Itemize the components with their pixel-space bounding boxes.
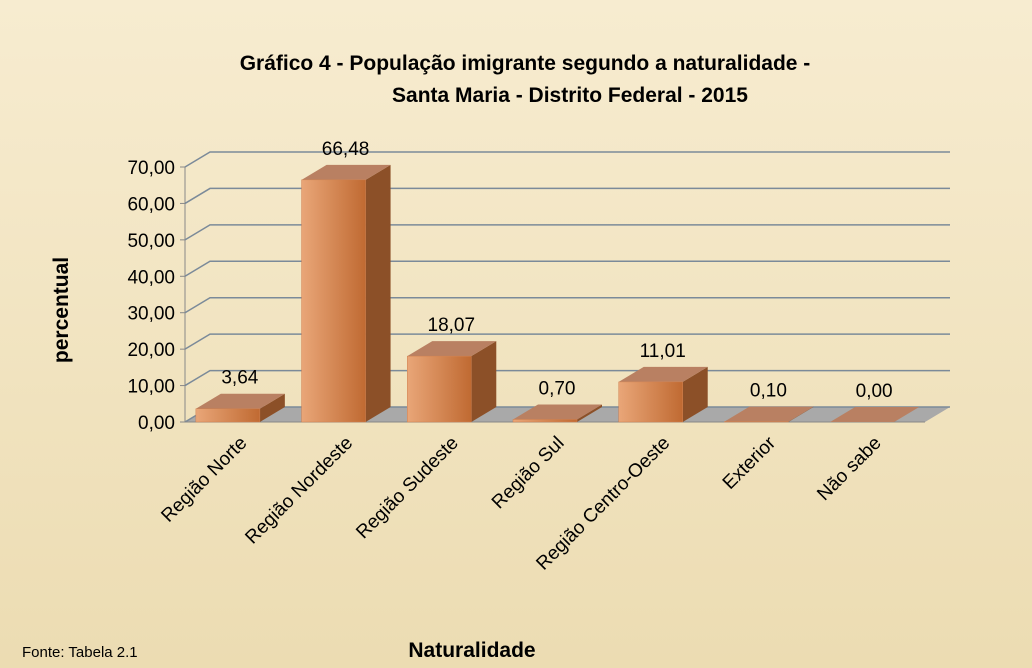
bar-side [682,366,708,422]
chart-title: Santa Maria - Distrito Federal - 2015 [392,84,748,107]
y-tick-label: 60,00 [127,194,175,215]
data-label: 0,10 [750,381,787,402]
data-label: 3,64 [221,368,258,389]
data-label: 11,01 [640,341,686,362]
data-label: 66,48 [322,139,370,160]
bar [301,179,366,423]
y-tick-label: 30,00 [127,304,175,325]
y-axis-label: percentual [50,257,73,363]
bar-top [195,393,285,409]
bar-top [301,164,391,180]
bar-side [471,341,497,422]
bar [407,355,472,423]
grid-line [184,187,950,205]
data-label: 18,07 [428,315,476,336]
x-axis-label: Naturalidade [408,639,535,662]
data-label: 0,00 [856,381,893,402]
bar-top [513,404,602,420]
y-tick-label: 10,00 [127,377,175,398]
grid-line [184,151,950,168]
bar-side [259,393,285,422]
bar-side [365,164,391,422]
bar [195,408,261,423]
grid-line [184,224,950,241]
bar-top [830,407,920,422]
bar-top [618,366,708,382]
y-tick-label: 40,00 [127,267,175,288]
note: Fonte: Tabela 2.1 [22,644,138,661]
bar-side [788,406,814,422]
bar [618,381,683,423]
bar-top [407,341,497,357]
bar [512,419,578,423]
y-tick-label: 0,00 [138,413,175,434]
bar-side [577,404,602,422]
y-tick-label: 70,00 [127,158,175,179]
grid-line [184,296,950,314]
bar-top [724,406,814,422]
data-label: 0,70 [539,378,576,399]
grid-line [184,260,950,277]
y-tick-label: 50,00 [127,231,175,252]
chart-title: Gráfico 4 - População imigrante segundo … [240,52,811,75]
y-tick-label: 20,00 [127,340,175,361]
grid-line [184,333,950,350]
